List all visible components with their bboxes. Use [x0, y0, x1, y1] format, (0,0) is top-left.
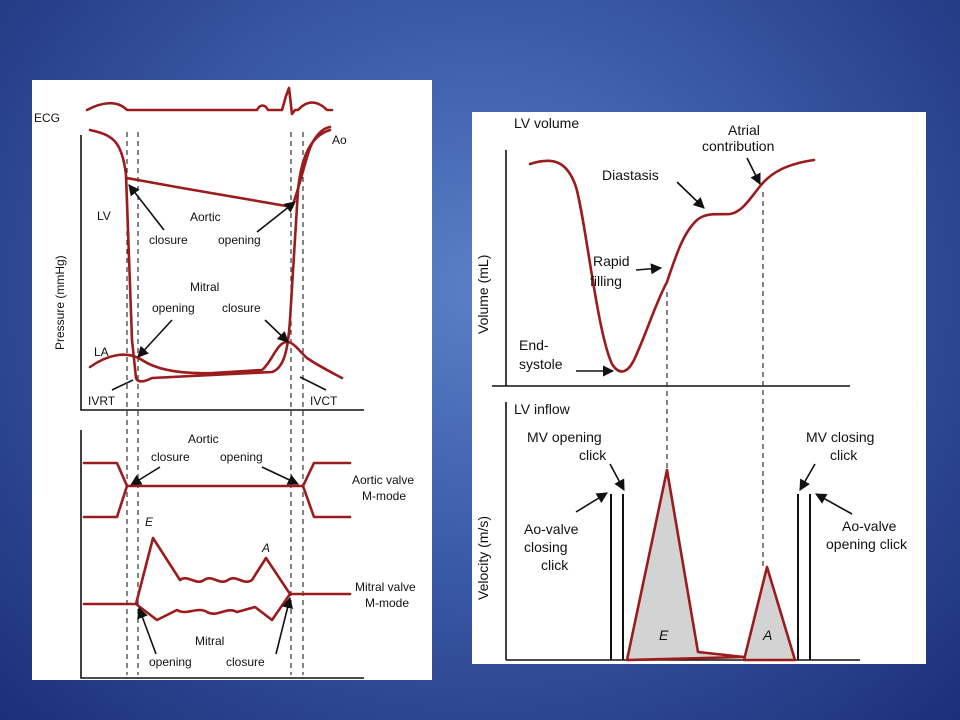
ao-label: Ao — [332, 133, 347, 147]
aortic-valve-mmode-upper — [82, 461, 352, 488]
mitral-opening-label-bottom: opening — [149, 655, 192, 669]
mitral-valve-label-line2: M-mode — [365, 596, 409, 610]
aortic-opening-arrow — [256, 201, 296, 233]
ao-closing-line3: click — [541, 557, 569, 573]
mitral-closure-label-bottom: closure — [226, 655, 265, 669]
aortic-pressure-curve — [125, 125, 332, 209]
mv-opening-arrow — [609, 463, 625, 491]
lv-inflow-title: LV inflow — [514, 401, 571, 417]
ao-closing-arrow — [575, 492, 608, 513]
aortic-valve-mmode-lower — [82, 484, 352, 519]
velocity-axes — [505, 402, 860, 661]
ivrt-pointer — [111, 379, 134, 391]
pressure-mmode-figure: ECG Pressure (mmHg) Ao LV LA Aortic clos… — [34, 86, 416, 679]
aortic-closure-label-bottom: closure — [151, 450, 190, 464]
aortic-opening-arrow-bottom — [261, 466, 300, 485]
lv-volume-title: LV volume — [514, 115, 579, 131]
lv-pressure-curve — [88, 128, 332, 383]
diastasis-label: Diastasis — [602, 167, 659, 183]
ecg-trace — [85, 86, 334, 116]
rapid-filling-line1: Rapid — [593, 253, 630, 269]
pressure-mmode-panel: ECG Pressure (mmHg) Ao LV LA Aortic clos… — [32, 80, 432, 680]
ao-closing-line1: Ao-valve — [524, 521, 579, 537]
mitral-closure-label: closure — [222, 301, 261, 315]
end-systole-line2: systole — [519, 356, 563, 372]
pressure-axis-label: Pressure (mmHg) — [53, 255, 67, 350]
lv-volume-curve — [528, 158, 816, 373]
mv-closing-line1: MV closing — [806, 429, 874, 445]
atrial-label-line2: contribution — [702, 138, 774, 154]
diastasis-arrow — [676, 181, 705, 209]
aortic-opening-label: opening — [218, 233, 261, 247]
rapid-filling-line2: filling — [590, 273, 622, 289]
mitral-label-bottom: Mitral — [195, 634, 224, 648]
mv-closing-line2: click — [830, 447, 858, 463]
mitral-closure-arrow — [264, 319, 289, 343]
ao-opening-arrow — [815, 493, 853, 515]
aortic-label-bottom: Aortic — [188, 432, 219, 446]
mitral-opening-arrow-bottom — [137, 606, 157, 655]
mitral-opening-arrow — [137, 319, 173, 358]
volume-axes — [492, 150, 850, 387]
aortic-label-top: Aortic — [190, 210, 221, 224]
aortic-opening-label-bottom: opening — [220, 450, 263, 464]
la-pressure-curve — [88, 340, 344, 380]
mitral-closure-arrow-bottom — [275, 596, 293, 655]
a-wave-label: A — [762, 627, 772, 643]
aortic-closure-arrow-bottom — [130, 466, 161, 486]
mmode-axes — [80, 430, 364, 679]
mv-opening-line1: MV opening — [527, 429, 602, 445]
mitral-opening-label: opening — [152, 301, 195, 315]
mitral-e-label: E — [145, 515, 154, 529]
a-wave — [742, 565, 797, 662]
e-wave-label: E — [659, 627, 669, 643]
ivct-label: IVCT — [310, 394, 338, 408]
ao-closing-line2: closing — [524, 539, 568, 555]
ivct-pointer — [299, 376, 327, 391]
end-systole-line1: End- — [519, 337, 549, 353]
rapid-filling-arrow — [635, 263, 663, 275]
velocity-axis-label: Velocity (m/s) — [475, 516, 491, 600]
lv-label: LV — [97, 209, 111, 223]
atrial-arrow — [746, 157, 761, 186]
volume-inflow-panel: LV volume Volume (mL) Atrial contributio… — [472, 112, 926, 664]
ecg-label: ECG — [34, 111, 60, 125]
pressure-axes — [80, 135, 364, 411]
atrial-label-line1: Atrial — [728, 122, 760, 138]
volume-axis-label: Volume (mL) — [475, 255, 491, 334]
mv-closing-arrow — [799, 463, 816, 491]
mv-opening-line2: click — [579, 447, 607, 463]
mitral-valve-mmode-posterior — [134, 592, 292, 622]
mitral-label-top: Mitral — [190, 280, 219, 294]
ao-opening-line2: opening click — [826, 536, 908, 552]
aortic-valve-label-line2: M-mode — [362, 489, 406, 503]
ao-opening-line1: Ao-valve — [842, 518, 897, 534]
aortic-closure-label: closure — [149, 233, 188, 247]
aortic-valve-label-line1: Aortic valve — [352, 473, 414, 487]
mitral-a-label: A — [261, 541, 270, 555]
la-label: LA — [94, 345, 109, 359]
aortic-closure-arrow — [128, 184, 165, 231]
mitral-valve-mmode-anterior — [82, 536, 352, 606]
mitral-valve-label-line1: Mitral valve — [355, 580, 416, 594]
e-wave — [625, 468, 746, 662]
volume-inflow-figure: LV volume Volume (mL) Atrial contributio… — [475, 115, 908, 662]
ivrt-label: IVRT — [88, 394, 116, 408]
